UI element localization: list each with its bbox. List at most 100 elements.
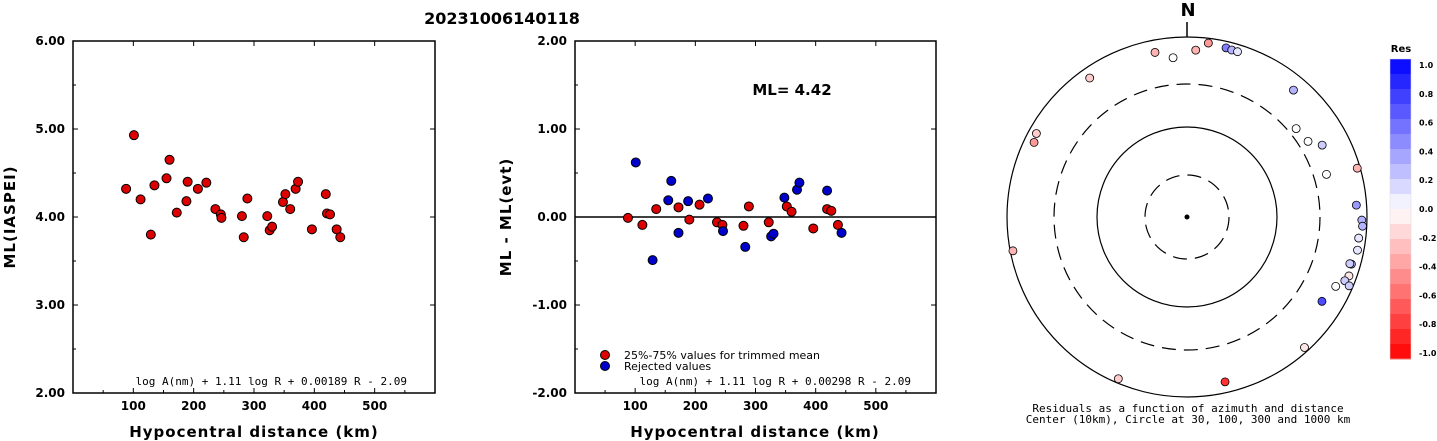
mid-ytick-label: -1.00	[532, 298, 567, 312]
left-data-point	[182, 176, 193, 187]
trimmed-data-point	[743, 201, 754, 212]
colorbar-label: 1.0	[1419, 61, 1434, 70]
trimmed-data-point	[684, 214, 695, 225]
station-residual-point	[1358, 221, 1367, 231]
mid-ytick-label: -2.00	[532, 386, 567, 400]
colorbar-label: -0.4	[1419, 263, 1437, 272]
rejected-data-point	[794, 177, 805, 188]
colorbar-label: 0.2	[1419, 176, 1433, 185]
left-data-point	[267, 221, 278, 232]
colorbar-swatch	[1390, 209, 1411, 225]
left-data-point	[293, 176, 304, 187]
colorbar-swatch	[1390, 59, 1411, 75]
colorbar-swatch	[1390, 254, 1411, 270]
left-xtick-label: 100	[121, 399, 146, 413]
left-plot: 6.00 5.00 4.00 3.00 2.00 100 200 300 400 500 ML(…	[1, 34, 436, 441]
colorbar-swatch	[1390, 164, 1411, 180]
colorbar-swatch	[1390, 119, 1411, 135]
mid-plot: 2.00 1.00 0.00 -1.00 -2.00 100 200 300 400 500 M…	[497, 34, 937, 441]
rejected-data-point	[666, 175, 677, 186]
trimmed-data-point	[808, 223, 819, 234]
mid-xtick-label: 300	[743, 399, 768, 413]
left-data-point	[149, 180, 160, 191]
polar-plot: N Residuals as a function of azimuth and…	[1006, 0, 1368, 426]
circle-300km	[1053, 83, 1321, 351]
left-data-point	[238, 232, 249, 243]
trimmed-data-point	[673, 202, 684, 213]
colorbar-title: Res	[1391, 44, 1411, 55]
colorbar-frame	[1389, 58, 1412, 360]
left-xtick-label: 400	[302, 399, 327, 413]
mid-formula: log A(nm) + 1.11 log R + 0.00298 R - 2.0…	[639, 375, 911, 388]
left-ytick-label: 4.00	[35, 210, 65, 224]
station-residual-point	[1354, 233, 1364, 243]
mid-ytick-label: 2.00	[537, 34, 567, 48]
station-residual-point	[1220, 377, 1230, 387]
colorbar-label: -1.0	[1419, 349, 1437, 358]
epicenter-dot	[1184, 214, 1190, 220]
figure-title: 20231006140118	[424, 9, 580, 28]
mid-xtick-label: 200	[683, 399, 708, 413]
trimmed-data-point	[786, 206, 797, 217]
mid-y-axis-label: ML - ML(evt)	[497, 158, 515, 276]
trimmed-data-point	[826, 205, 837, 216]
station-residual-point	[1351, 200, 1361, 210]
colorbar-label: -0.2	[1419, 234, 1437, 243]
station-residual-point	[1322, 169, 1331, 179]
colorbar-swatch	[1390, 89, 1411, 105]
station-residual-point	[1150, 48, 1160, 57]
left-data-point	[128, 130, 139, 141]
colorbar-swatch	[1390, 224, 1411, 240]
left-xtick-label: 500	[362, 399, 387, 413]
colorbar-swatch	[1390, 149, 1411, 165]
north-label: N	[1180, 0, 1195, 21]
colorbar-swatch	[1390, 329, 1411, 345]
station-residual-point	[1233, 47, 1242, 57]
station-residual-point	[1352, 163, 1362, 173]
station-residual-point	[1113, 374, 1123, 384]
station-residual-point	[1031, 129, 1041, 138]
polar-caption-line2: Center (10km), Circle at 30, 100, 300 an…	[1026, 413, 1351, 426]
colorbar-label: -0.6	[1419, 291, 1437, 300]
rejected-data-point	[718, 226, 729, 237]
colorbar-label: -0.8	[1419, 320, 1437, 329]
left-ytick-label: 2.00	[35, 386, 65, 400]
station-residual-point	[1203, 38, 1213, 48]
left-data-point	[285, 204, 296, 215]
station-residual-point	[1008, 246, 1018, 256]
legend-label-rejected: Rejected values	[624, 360, 711, 373]
mid-xtick-label: 400	[803, 399, 828, 413]
station-residual-point	[1345, 259, 1355, 269]
station-residual-point	[1168, 53, 1178, 63]
legend-label-trimmed: 25%-75% values for trimmed mean	[624, 349, 820, 362]
trimmed-data-point	[622, 212, 633, 223]
rejected-data-point	[822, 185, 833, 196]
station-residual-point	[1291, 124, 1301, 134]
left-data-point	[335, 232, 346, 243]
colorbar-swatch	[1390, 314, 1411, 330]
rejected-data-point	[683, 196, 694, 207]
left-ytick-label: 3.00	[35, 298, 65, 312]
colorbar-label: 0.0	[1419, 205, 1434, 214]
left-data-point	[236, 211, 247, 222]
colorbar-swatch	[1390, 134, 1411, 150]
mid-ytick-label: 0.00	[537, 210, 567, 224]
left-plot-frame	[72, 40, 436, 394]
station-residual-point	[1353, 245, 1362, 255]
left-data-point	[161, 173, 172, 184]
circle-30km	[1144, 174, 1230, 260]
polar-caption-line1: Residuals as a function of azimuth and d…	[1032, 402, 1343, 415]
rejected-data-point	[768, 228, 779, 239]
left-data-point	[135, 194, 146, 205]
station-residual-point	[1085, 73, 1095, 83]
colorbar-swatch	[1390, 269, 1411, 285]
left-data-point	[216, 212, 227, 223]
colorbar-swatch	[1390, 179, 1411, 195]
legend-marker-trimmed	[600, 350, 610, 360]
station-residual-point	[1303, 136, 1313, 146]
left-data-point	[325, 209, 336, 220]
left-xtick-label: 300	[241, 399, 266, 413]
trimmed-data-point	[694, 199, 705, 210]
left-data-point	[201, 177, 212, 188]
